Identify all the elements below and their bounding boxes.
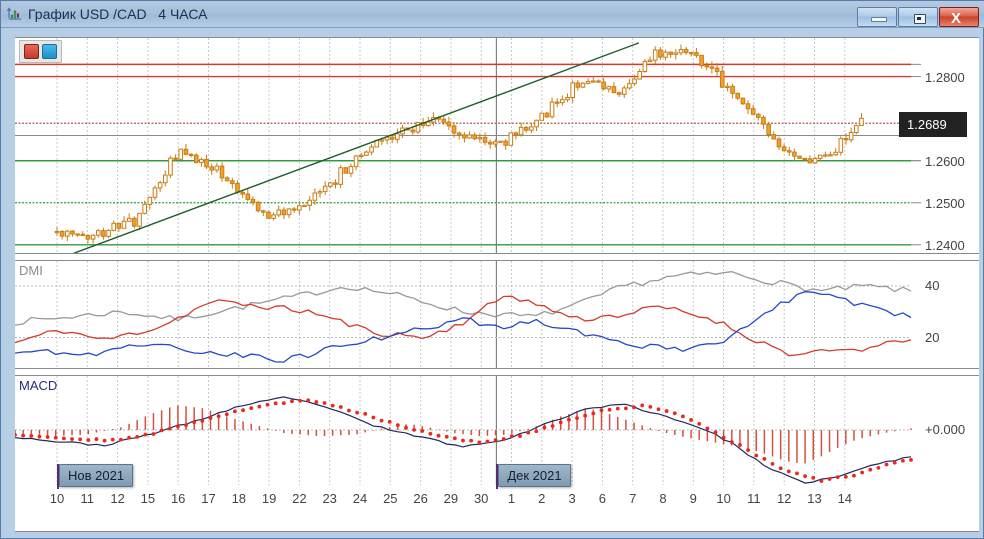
- svg-text:X: X: [951, 10, 961, 26]
